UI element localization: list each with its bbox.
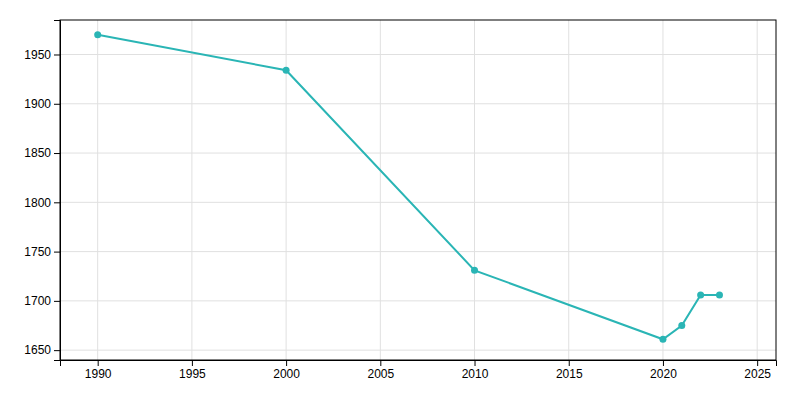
tick-label: 2005 [367,367,394,381]
tick: 2000 [273,360,300,381]
plot-frame [60,20,776,360]
tick-label: 2015 [556,367,583,381]
chart: 1990 1995 2000 2005 2010 2015 2020 2025 1650 1700… [0,0,800,400]
grid-line [191,20,192,360]
tick-mark [475,360,476,366]
grid-line [60,54,776,55]
plot: 1990 1995 2000 2005 2010 2015 2020 2025 1650 1700… [24,20,776,381]
point [283,67,290,74]
tick: 1850 [24,146,60,160]
tick-mark [54,301,60,302]
point [716,291,723,298]
tick-mark [286,360,287,366]
tick-label: 1800 [24,196,51,210]
tick-mark [569,360,570,366]
tick-mark [98,360,99,366]
point [659,336,666,343]
axis-line [61,361,777,367]
tick-label: 1900 [24,97,51,111]
grid-line [380,20,381,360]
tick: 1650 [24,343,60,357]
series [94,31,723,343]
grid-line [60,251,776,252]
tick: 1750 [24,245,60,259]
tick-label: 2025 [744,367,771,381]
tick-label: 2020 [650,367,677,381]
tick-mark [192,360,193,366]
y-axis: 1650 1700 1750 1800 1850 1900 1950 [24,21,60,361]
point [678,322,685,329]
tick-label: 2000 [273,367,300,381]
tick: 1900 [24,97,60,111]
tick: 1995 [179,360,206,381]
tick-mark [757,360,758,366]
grid-line [60,350,776,351]
grid-line [757,20,758,360]
point [697,291,704,298]
grid-line [60,103,776,104]
tick-label: 1950 [24,48,51,62]
tick-mark [54,153,60,154]
tick: 2005 [367,360,394,381]
tick: 2015 [556,360,583,381]
point [471,267,478,274]
tick-mark [54,104,60,105]
tick-mark [54,252,60,253]
tick: 2020 [650,360,677,381]
tick-mark [54,202,60,203]
tick-mark [54,350,60,351]
tick: 1700 [24,294,60,308]
tick: 1990 [85,360,112,381]
tick: 2025 [744,360,771,381]
tick-mark [54,54,60,55]
axis-line [54,21,61,361]
tick-label: 1990 [85,367,112,381]
tick-mark [663,360,664,366]
tick-label: 1995 [179,367,206,381]
grid-line [474,20,475,360]
x-axis: 1990 1995 2000 2005 2010 2015 2020 2025 [61,360,777,381]
tick-label: 2010 [462,367,489,381]
grid-line [662,20,663,360]
grid-line [568,20,569,360]
tick: 1800 [24,196,60,210]
point [94,31,101,38]
tick: 2010 [462,360,489,381]
tick-mark [380,360,381,366]
grid-line [60,202,776,203]
line [98,35,720,340]
grid-line [60,153,776,154]
tick: 1950 [24,48,60,62]
tick-label: 1650 [24,343,51,357]
grid [60,20,776,360]
tick-label: 1750 [24,245,51,259]
grid-line [97,20,98,360]
tick-label: 1700 [24,294,51,308]
grid-line [60,300,776,301]
tick-label: 1850 [24,146,51,160]
